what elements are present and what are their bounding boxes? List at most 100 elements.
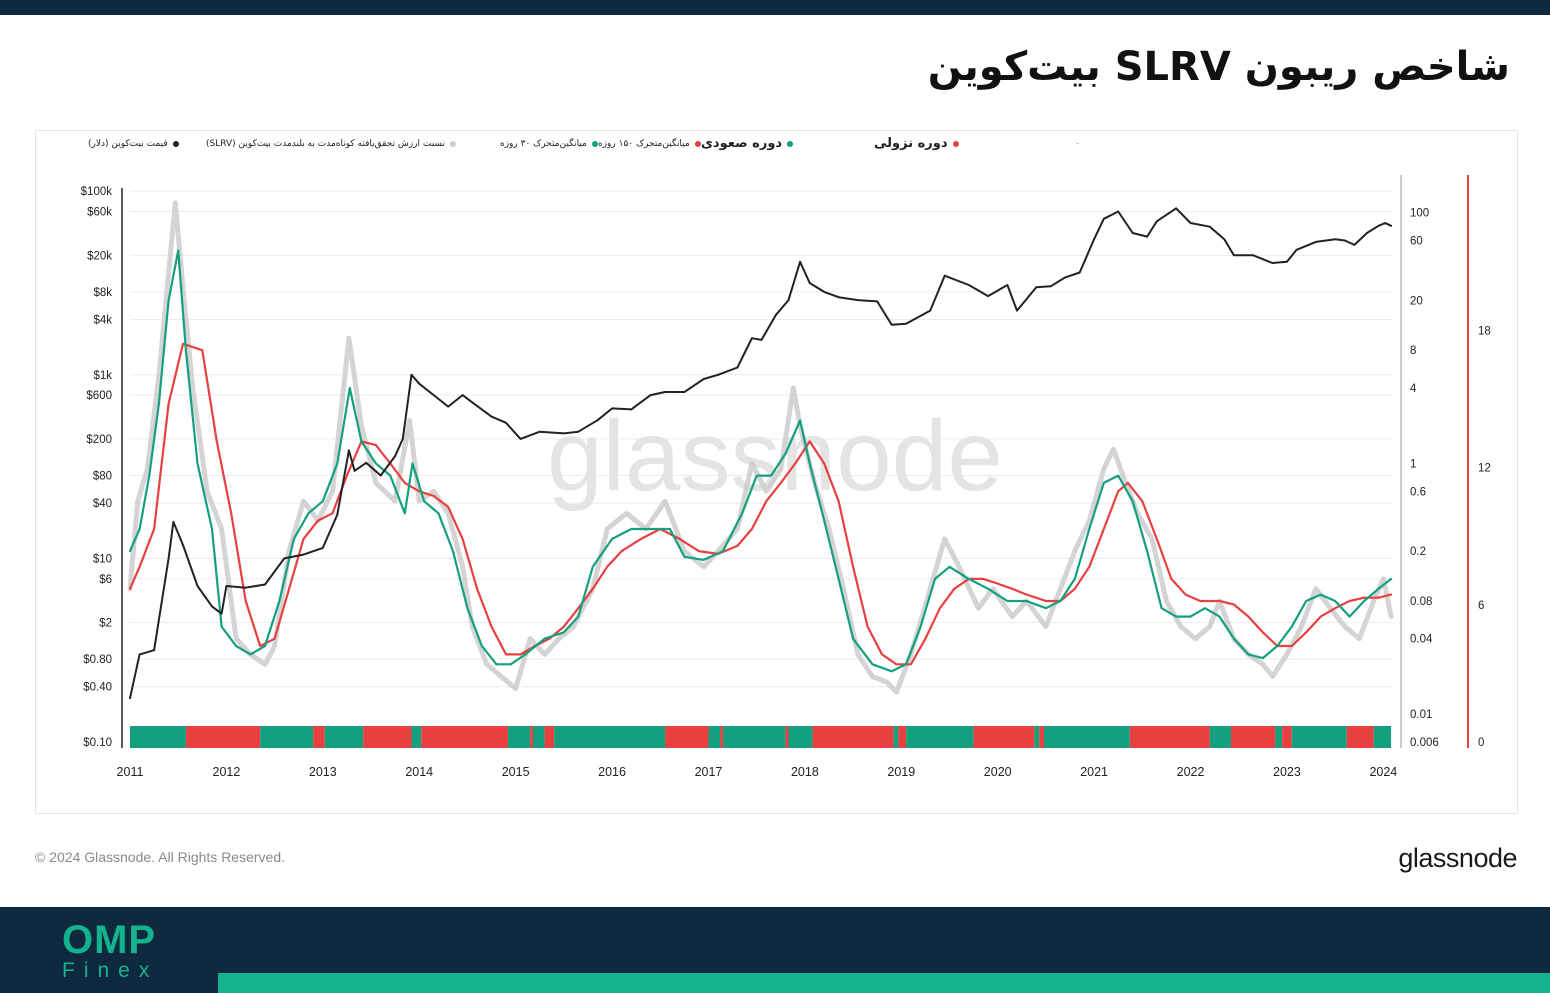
right-tick-label: 0.6 — [1410, 486, 1426, 498]
ma30-point — [278, 600, 281, 602]
price-point — [649, 394, 652, 396]
price-point — [353, 469, 356, 472]
ma30-point — [1175, 615, 1177, 618]
left-tick-label: $8k — [93, 287, 112, 299]
ma150-point — [736, 545, 739, 547]
ma30-point — [967, 578, 970, 580]
top-bar — [0, 0, 1550, 15]
slrv-point — [828, 528, 830, 530]
ma150-point — [1025, 593, 1028, 596]
ma30-point — [1348, 615, 1351, 618]
price-point — [1390, 224, 1392, 227]
slrv-point — [191, 387, 194, 389]
ma150-point — [476, 587, 478, 590]
x-tick-label: 2021 — [1080, 765, 1108, 779]
ma150-point — [138, 565, 141, 568]
regime-segment-up — [1043, 726, 1130, 748]
omp-logo: OMP — [62, 918, 157, 962]
price-point — [1252, 254, 1255, 257]
price-point — [799, 260, 801, 263]
x-tick-label: 2014 — [405, 765, 433, 779]
slrv-point — [432, 490, 435, 493]
price-point — [1093, 238, 1095, 241]
legend-label-slrv: نسبت ارزش تحقق‌یافته کوتاه‌مدت به بلندمد… — [206, 139, 445, 149]
regime-segment-down — [665, 726, 709, 748]
price-point — [787, 299, 790, 301]
slrv-point — [1088, 519, 1091, 522]
slrv-point — [977, 607, 980, 610]
price-point — [129, 697, 131, 700]
slrv-point — [1045, 625, 1047, 628]
slrv-point — [1358, 637, 1361, 640]
ma150-point — [866, 625, 869, 628]
ma150-point — [563, 625, 565, 628]
ma30-point — [1088, 528, 1091, 530]
ma30-point — [1319, 593, 1322, 596]
price-point — [1016, 309, 1018, 312]
price-point — [1315, 241, 1317, 243]
price-point — [683, 391, 686, 393]
slrv-point — [1372, 600, 1375, 602]
x-tick-label: 2019 — [887, 765, 915, 779]
slrv-point — [683, 550, 686, 552]
right-tick-label: 100 — [1410, 208, 1429, 220]
slrv-point — [331, 490, 334, 493]
ma30-point — [1160, 607, 1163, 610]
ma150-point — [1199, 600, 1202, 602]
regime-segment-down — [363, 726, 412, 748]
slrv-point — [235, 637, 238, 640]
ma150-point — [447, 506, 450, 508]
ma150-point — [1141, 500, 1144, 503]
slrv-point — [408, 419, 411, 422]
ma30-point — [360, 440, 363, 443]
ma30-point — [220, 625, 223, 628]
price-point — [1223, 238, 1226, 241]
regime-segment-down — [421, 726, 508, 748]
legend-item-bull: دوره صعودی — [701, 136, 794, 151]
price-point — [471, 401, 474, 404]
legend-label-ma150: میانگین‌متحرک ۱۵۰ روزه — [598, 139, 690, 149]
price-point — [1131, 232, 1134, 234]
ma30-point — [348, 387, 351, 389]
ma30-point — [919, 625, 922, 628]
ma150-point — [403, 482, 406, 484]
glassnode-logo: glassnode — [1398, 843, 1517, 873]
price-line — [129, 207, 1393, 700]
slrv-point — [1315, 587, 1317, 590]
ma150-point — [244, 600, 247, 602]
price-point — [1064, 276, 1067, 279]
ma150-point — [779, 482, 782, 484]
legend-label-ma30: میانگین‌متحرک ۳۰ روزه — [500, 139, 587, 149]
ma30-point — [755, 474, 758, 477]
slrv-point — [958, 565, 960, 568]
slrv-point — [1151, 538, 1153, 540]
price-point — [1175, 207, 1177, 210]
legend-item-slrv: نسبت ارزش تحقق‌یافته کوتاه‌مدت به بلندمد… — [206, 139, 456, 149]
ma150-point — [1247, 615, 1250, 618]
price-point — [717, 373, 719, 376]
regime-bar — [130, 726, 1392, 748]
price-point — [630, 408, 633, 411]
slrv-point — [360, 424, 363, 427]
regime-segment-up — [1373, 726, 1392, 748]
right-tick-label: 4 — [1410, 383, 1417, 395]
legend-item-ma30: میانگین‌متحرک ۳۰ روزه — [500, 139, 598, 149]
legend-label-bear: دوره نزولی — [874, 136, 948, 151]
ma150-point — [1011, 587, 1014, 590]
slrv-point — [664, 500, 666, 503]
x-tick-label: 2023 — [1273, 765, 1301, 779]
ma30-point — [808, 462, 811, 465]
slrv-point — [736, 528, 739, 530]
ma30-point — [948, 565, 951, 568]
regime-segment-up — [722, 726, 786, 748]
price-point — [302, 553, 305, 556]
regime-segment-up — [788, 726, 813, 748]
slrv-point — [765, 490, 768, 493]
slrv-point — [1329, 607, 1332, 610]
ma150-point — [418, 490, 421, 493]
price-point — [418, 382, 421, 385]
ma150-point — [461, 538, 464, 540]
ma30-point — [543, 637, 546, 640]
ma30-point — [852, 637, 854, 640]
price-point — [1286, 260, 1288, 263]
